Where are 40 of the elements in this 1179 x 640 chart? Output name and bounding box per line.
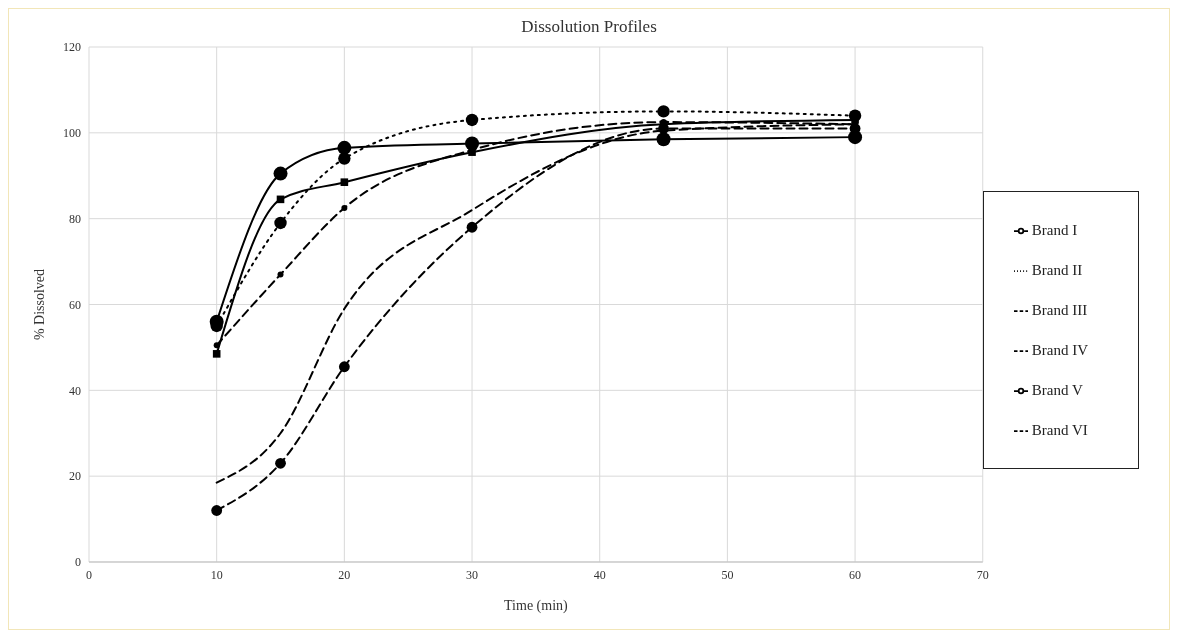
- chart-title: Dissolution Profiles: [520, 16, 658, 37]
- point: [211, 505, 223, 516]
- y-tick-label: 20: [69, 469, 81, 484]
- point: [274, 216, 287, 230]
- point: [212, 350, 221, 358]
- x-tick-label: 40: [593, 567, 606, 582]
- point: [657, 105, 670, 118]
- point: [213, 342, 220, 349]
- x-tick-label: 10: [210, 567, 223, 582]
- point: [273, 166, 288, 181]
- legend-label: Brand V: [1031, 381, 1083, 398]
- y-tick-label: 120: [63, 40, 81, 55]
- y-tick-label: 100: [63, 126, 81, 141]
- point: [275, 457, 286, 469]
- x-tick-label: 50: [721, 567, 734, 582]
- point: [340, 178, 349, 186]
- point: [337, 140, 352, 155]
- y-tick-label: 80: [69, 211, 81, 226]
- x-tick-label: 20: [338, 567, 351, 582]
- y-tick-label: 0: [75, 555, 81, 570]
- point: [338, 152, 351, 165]
- x-tick-label: 60: [849, 567, 862, 582]
- legend-label: Brand II: [1031, 261, 1083, 278]
- y-axis-title: % Dissolved: [31, 268, 47, 341]
- point: [338, 361, 350, 373]
- x-tick-label: 0: [86, 567, 92, 582]
- legend-label: Brand VI: [1031, 421, 1088, 438]
- point: [466, 221, 478, 233]
- point: [465, 113, 479, 127]
- x-tick-label: 70: [976, 567, 989, 582]
- y-tick-label: 60: [69, 297, 81, 312]
- x-axis-title: Time (min): [504, 597, 569, 614]
- y-tick-label: 40: [69, 383, 81, 398]
- legend-label: Brand IV: [1031, 341, 1088, 358]
- point: [277, 271, 284, 278]
- point: [656, 132, 671, 147]
- point: [341, 204, 348, 211]
- legend-label: Brand I: [1031, 221, 1078, 238]
- legend-label: Brand III: [1031, 301, 1088, 318]
- x-tick-label: 30: [466, 567, 479, 582]
